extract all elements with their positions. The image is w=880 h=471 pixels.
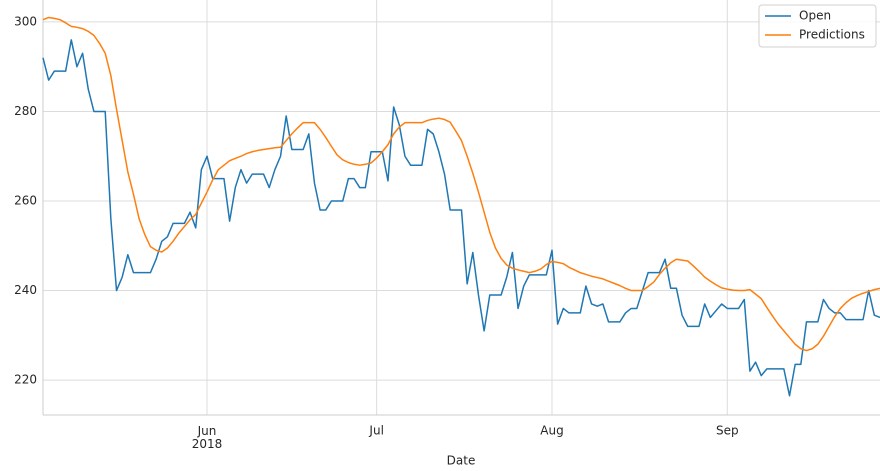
legend-label: Predictions — [799, 28, 865, 42]
x-tick-label: Sep — [716, 424, 739, 438]
y-tick-label: 280 — [14, 104, 37, 118]
y-tick-label: 240 — [14, 283, 37, 297]
x-tick-label: Aug — [540, 424, 563, 438]
y-tick-label: 260 — [14, 194, 37, 208]
y-tick-label: 220 — [14, 373, 37, 387]
x-tick-label: Jun 2018 — [192, 424, 223, 451]
data-line — [42, 39, 880, 397]
y-tick-label: 300 — [14, 14, 37, 28]
x-axis-label: Date — [447, 454, 476, 468]
x-tick-label: Jul — [368, 424, 383, 438]
data-line — [42, 16, 880, 352]
legend-label: Open — [799, 9, 831, 23]
